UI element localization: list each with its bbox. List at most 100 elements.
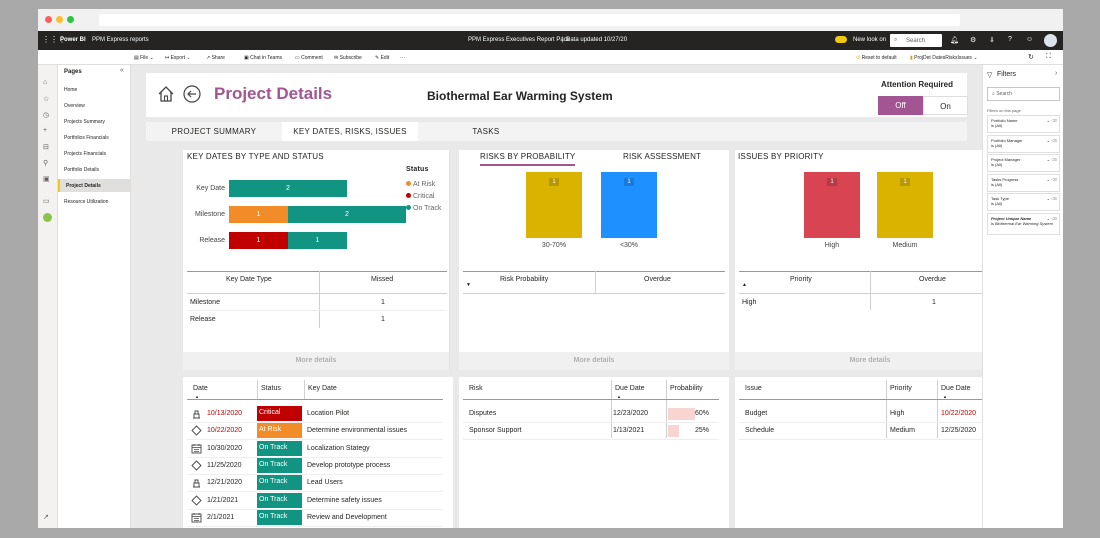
column-header[interactable]: Key Date Type [226, 276, 272, 283]
home-icon[interactable]: ⌂ [43, 79, 48, 86]
more-button[interactable]: ··· [400, 55, 405, 61]
column-header[interactable]: Status [261, 385, 281, 392]
sort-asc-icon[interactable]: ▲ [742, 282, 747, 288]
create-icon[interactable]: + [43, 127, 48, 134]
home-icon[interactable] [157, 85, 175, 103]
table-row[interactable]: Sponsor Support 1/13/2021 25% [463, 423, 719, 440]
bar[interactable]: 1 [804, 172, 860, 238]
bar-on-track[interactable]: 1 [288, 232, 347, 249]
filter-card[interactable]: Portfolio Manager is (All) ⌄ ⌫ [987, 134, 1060, 153]
filter-card[interactable]: Portfolio Name is (All) ⌄ ⌫ [987, 115, 1060, 133]
settings-icon[interactable]: ⚙ [970, 37, 977, 44]
new-look-toggle[interactable] [835, 36, 847, 43]
bar-critical[interactable]: 1 [229, 232, 288, 249]
page-item-project-details[interactable]: Project Details [58, 179, 130, 192]
clear-filter-icon[interactable]: ⌫ [1051, 176, 1057, 182]
filter-card[interactable]: Project Unique Name is Biothermal Ear War… [987, 212, 1060, 235]
close-dot-icon[interactable] [45, 16, 52, 23]
column-header[interactable]: Overdue [919, 276, 946, 283]
chevron-down-icon[interactable]: ⌄ [1046, 196, 1050, 201]
chevron-down-icon[interactable]: ⌄ [1046, 118, 1050, 123]
column-header[interactable]: Key Date [308, 385, 337, 392]
clear-filter-icon[interactable]: ⌫ [1051, 196, 1057, 201]
table-row[interactable]: Disputes 12/23/2020 60% [463, 406, 719, 423]
edit-button[interactable]: ✎ Edit [375, 55, 390, 61]
bar[interactable]: 1 [877, 172, 933, 238]
collapse-pages-icon[interactable]: « [120, 67, 124, 74]
sort-asc-icon[interactable]: ▲ [195, 394, 199, 399]
legend-item-on-track[interactable]: On Track [406, 203, 441, 215]
collapse-filters-icon[interactable]: › [1055, 70, 1058, 77]
fullscreen-icon[interactable]: ⛶ [1046, 53, 1051, 60]
column-header[interactable]: Overdue [644, 276, 671, 283]
tab-key-dates-risks-issues[interactable]: KEY DATES, RISKS, ISSUES [282, 122, 418, 141]
attention-on-button[interactable]: On [923, 96, 968, 115]
column-header[interactable]: Risk [469, 385, 483, 392]
column-header[interactable]: Due Date [615, 385, 645, 392]
chevron-down-icon[interactable]: ⌄ [1046, 176, 1050, 182]
more-details-button[interactable]: More details [459, 352, 729, 370]
workspaces-icon[interactable]: ▭ [43, 198, 50, 205]
page-item-portfolios-financials[interactable]: Portfolios Financials [64, 135, 109, 141]
avatar[interactable] [1044, 34, 1057, 47]
bar-on-track[interactable]: 2 [288, 206, 406, 223]
share-button[interactable]: ↗ Share [206, 55, 225, 61]
chevron-down-icon[interactable]: ⌄ [1046, 137, 1050, 143]
bell-icon[interactable]: 🔔︎ [950, 37, 959, 44]
shared-icon[interactable]: ⚲ [43, 160, 49, 167]
table-row[interactable]: 10/13/2020 Critical Location Pilot [187, 406, 443, 423]
filter-card[interactable]: Tasks Progress is (All) ⌄ ⌫ [987, 173, 1060, 192]
learn-icon[interactable]: ▣ [43, 176, 50, 183]
file-menu[interactable]: ▤ File ⌄ [134, 55, 154, 61]
page-item-overview[interactable]: Overview [64, 103, 85, 109]
clear-filter-icon[interactable]: ⌫ [1051, 215, 1057, 221]
attention-off-button[interactable]: Off [878, 96, 923, 115]
tab-tasks[interactable]: TASKS [472, 127, 500, 136]
workspace-name[interactable]: PPM Express reports [92, 37, 149, 43]
legend-item-critical[interactable]: Critical [406, 191, 441, 203]
maximize-dot-icon[interactable] [67, 16, 74, 23]
comment-button[interactable]: ▭ Comment [295, 55, 323, 61]
filter-card[interactable]: Task Type is (All) ⌄ ⌫ [987, 193, 1060, 211]
chevron-down-icon[interactable]: ⌄ [1046, 157, 1050, 162]
filter-search-input[interactable]: ⌕ Search [987, 87, 1060, 101]
tab-risk-assessment[interactable]: RISK ASSESSMENT [623, 152, 702, 161]
table-row[interactable]: 2/1/2021 On Track Review and Development [187, 509, 443, 527]
feedback-icon[interactable]: ☺ [1026, 36, 1034, 43]
clear-filter-icon[interactable]: ⌫ [1051, 157, 1057, 162]
more-details-button[interactable]: More details [183, 352, 449, 370]
sort-asc-icon[interactable]: ▲ [617, 394, 621, 399]
minimize-dot-icon[interactable] [56, 16, 63, 23]
column-header[interactable]: Missed [371, 276, 394, 283]
expand-icon[interactable]: ↗ [43, 514, 49, 521]
favorites-icon[interactable]: ☆ [43, 96, 50, 103]
column-header[interactable]: Priority [890, 385, 912, 392]
sort-desc-icon[interactable]: ▼ [466, 282, 471, 288]
table-row[interactable]: 10/22/2020 At Risk Determine environmental… [187, 423, 443, 441]
column-header[interactable]: Date [193, 385, 208, 392]
export-menu[interactable]: ↦ Export ⌄ [165, 55, 191, 61]
bar-at-risk[interactable]: 1 [229, 206, 288, 223]
bookmark-menu[interactable]: ▮ ProjDet DatesRisksIssues ⌄ [910, 55, 978, 61]
global-search-input[interactable]: ⌕ Search [890, 34, 942, 47]
column-header[interactable]: Due Date [941, 385, 971, 392]
more-details-button[interactable]: More details [735, 352, 982, 370]
column-header[interactable]: Probability [670, 385, 703, 392]
help-icon[interactable]: ? [1008, 36, 1012, 43]
app-name[interactable]: Power BI [60, 37, 86, 43]
page-item-portfolio-details[interactable]: Portfolio Details [64, 167, 100, 173]
address-bar[interactable] [99, 14, 960, 26]
back-arrow-icon[interactable] [183, 85, 201, 103]
table-row[interactable]: Budget High 10/22/2020 [739, 406, 982, 423]
column-header[interactable]: Issue [745, 385, 762, 392]
table-row[interactable]: 1/21/2021 On Track Determine safety issues [187, 492, 443, 510]
app-launcher-icon[interactable]: ⋮⋮⋮ [42, 35, 66, 44]
legend-item-at-risk[interactable]: At Risk [406, 179, 441, 191]
chat-button[interactable]: ▣ Chat in Teams [244, 55, 282, 61]
page-item-resource-utilization[interactable]: Resource Utilization [64, 199, 109, 205]
page-item-projects-financials[interactable]: Projects Financials [64, 151, 106, 157]
download-icon[interactable]: ⇓ [989, 37, 995, 44]
recent-icon[interactable]: ◷ [43, 112, 50, 119]
workspace-avatar[interactable] [43, 213, 52, 222]
column-header[interactable]: Risk Probability [500, 276, 549, 283]
